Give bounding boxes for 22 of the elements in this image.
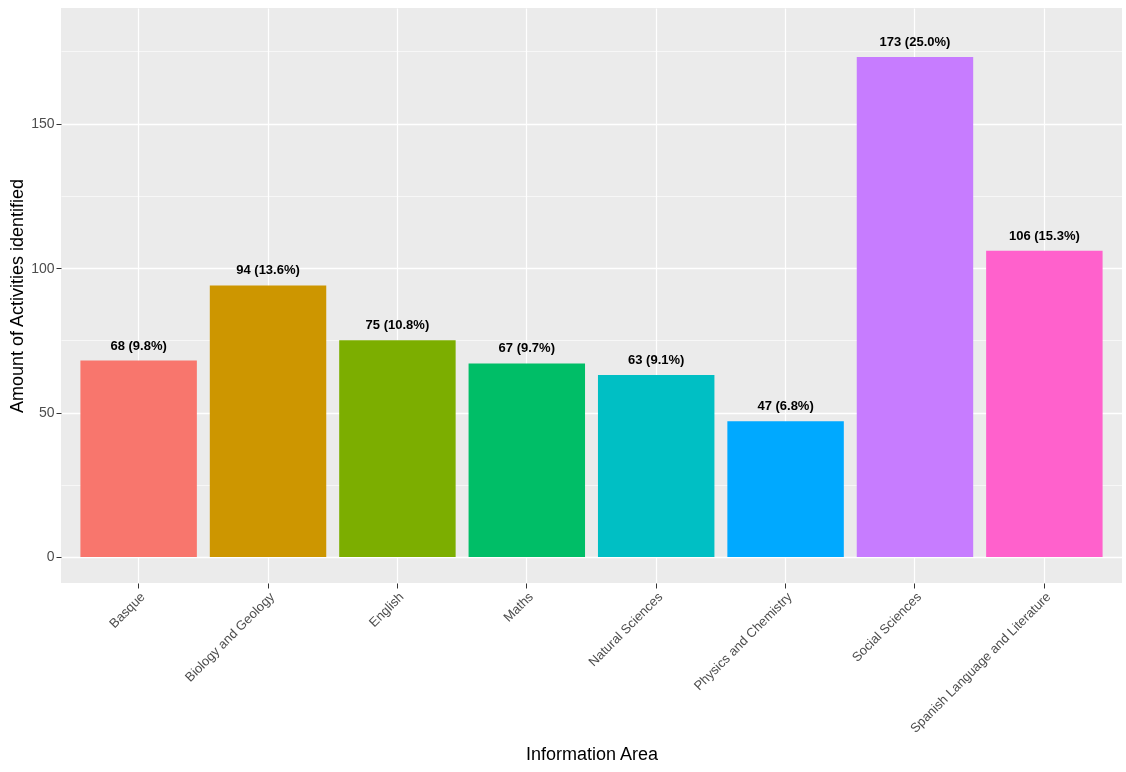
bar xyxy=(209,285,327,557)
data-label: 75 (10.8%) xyxy=(365,317,430,333)
data-label: 68 (9.8%) xyxy=(110,337,167,353)
x-axis-title: Information Area xyxy=(525,743,660,764)
data-label: 63 (9.1%) xyxy=(628,351,685,367)
bar xyxy=(856,57,974,557)
data-label: 47 (6.8%) xyxy=(757,398,814,414)
y-axis-title: Amount of Activities identified xyxy=(7,178,28,414)
y-tick-label: 50 xyxy=(38,404,55,421)
bar xyxy=(986,250,1103,557)
data-label: 106 (15.3%) xyxy=(1008,227,1080,243)
y-tick-label: 0 xyxy=(46,548,55,565)
data-label: 94 (13.6%) xyxy=(236,262,300,278)
data-label: 173 (25.0%) xyxy=(879,34,951,50)
bar xyxy=(80,360,197,557)
bar xyxy=(597,374,715,557)
data-label: 67 (9.7%) xyxy=(498,340,555,356)
bar xyxy=(468,363,586,557)
bar xyxy=(727,421,844,557)
y-tick-label: 100 xyxy=(31,259,55,276)
bar xyxy=(339,340,456,557)
y-tick-label: 150 xyxy=(31,115,55,132)
